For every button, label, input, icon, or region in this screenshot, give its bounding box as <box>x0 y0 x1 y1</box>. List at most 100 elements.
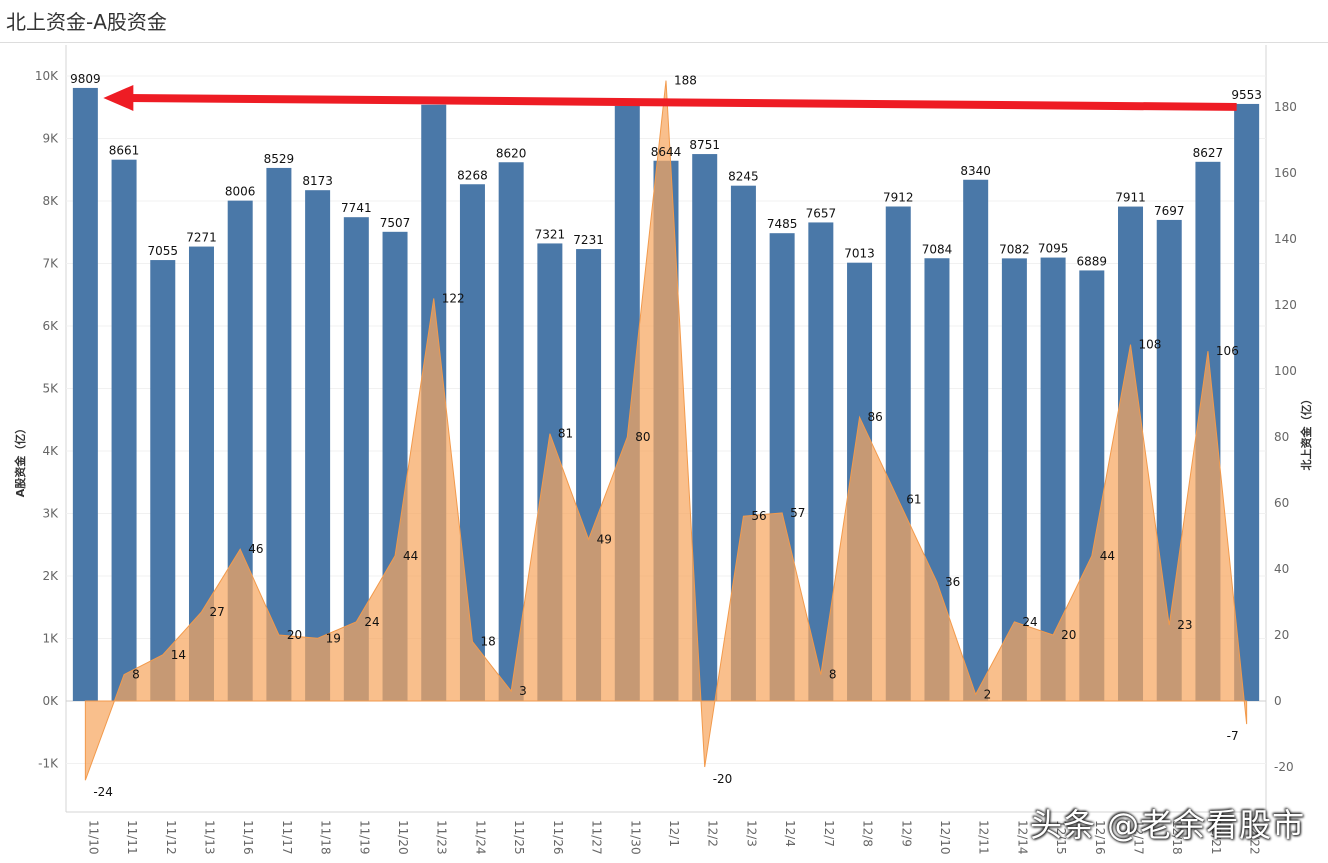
area-value-label: -24 <box>93 785 113 799</box>
bar <box>498 162 524 701</box>
bar-value-label: 7095 <box>1038 242 1069 256</box>
area-value-label: 57 <box>790 506 805 520</box>
y-left-tick-label: 1K <box>42 632 59 646</box>
area-value-label: 122 <box>442 291 465 305</box>
bar-value-label: 8006 <box>225 185 256 199</box>
x-tick-label: 11/30 <box>628 820 642 855</box>
area-value-label: 8 <box>132 668 140 682</box>
bar-value-label: 9809 <box>70 72 101 86</box>
x-tick-label: 11/24 <box>473 820 487 855</box>
bar-value-label: 8627 <box>1193 146 1224 160</box>
bar <box>266 167 292 701</box>
x-tick-label: 12/11 <box>977 820 991 855</box>
area-value-label: 27 <box>209 605 224 619</box>
x-tick-label: 11/16 <box>241 820 255 855</box>
y-left-tick-label: 5K <box>42 382 59 396</box>
x-tick-label: 11/27 <box>590 820 604 855</box>
area-value-label: 188 <box>674 74 697 88</box>
bar-value-label: 7321 <box>535 227 566 241</box>
area-value-label: 56 <box>751 509 766 523</box>
area-value-label: 106 <box>1216 344 1239 358</box>
y-right-tick-label: 100 <box>1274 364 1297 378</box>
x-tick-label: 11/20 <box>396 820 410 855</box>
x-tick-label: 11/17 <box>280 820 294 855</box>
y-right-tick-label: 80 <box>1274 430 1289 444</box>
x-tick-label: 11/13 <box>202 820 216 855</box>
bar-value-label: 8661 <box>109 144 140 158</box>
x-tick-label: 12/1 <box>667 820 681 847</box>
bar-value-label: 7657 <box>806 206 837 220</box>
watermark-text: 头条 @老余看股市 <box>1030 806 1306 844</box>
bar-value-label: 8620 <box>496 146 527 160</box>
x-tick-label: 12/7 <box>822 820 836 847</box>
y-left-tick-label: 7K <box>42 257 59 271</box>
x-tick-label: 12/2 <box>706 820 720 847</box>
bar-value-label: 7055 <box>148 244 179 258</box>
x-tick-label: 11/19 <box>357 820 371 855</box>
bar-value-label: 7912 <box>883 191 914 205</box>
y-left-tick-label: -1K <box>38 757 59 771</box>
area-value-label: 44 <box>403 549 418 563</box>
y-left-tick-label: 9K <box>42 132 59 146</box>
bar-value-label: 7911 <box>1115 191 1146 205</box>
bar <box>111 159 137 701</box>
area-value-label: 2 <box>984 687 992 701</box>
y-right-tick-label: 20 <box>1274 628 1289 642</box>
y-right-tick-label: 60 <box>1274 496 1289 510</box>
bar <box>72 87 98 701</box>
y-right-tick-label: 120 <box>1274 298 1297 312</box>
area-value-label: 24 <box>1022 615 1037 629</box>
x-tick-label: 12/4 <box>783 820 797 847</box>
y-left-tick-label: 6K <box>42 319 59 333</box>
bar <box>305 190 331 701</box>
x-tick-label: 12/8 <box>861 820 875 847</box>
bar-value-label: 7084 <box>922 242 953 256</box>
area-value-label: 20 <box>1061 628 1076 642</box>
area-value-label: 8 <box>829 668 837 682</box>
y-right-tick-label: 160 <box>1274 166 1297 180</box>
area-value-label: 46 <box>248 542 263 556</box>
area-value-label: 20 <box>287 628 302 642</box>
bar-value-label: 8529 <box>264 152 295 166</box>
bar-value-label: 8340 <box>960 164 991 178</box>
y-left-tick-label: 0K <box>42 694 59 708</box>
x-tick-label: 12/3 <box>744 820 758 847</box>
y-left-tick-label: 2K <box>42 569 59 583</box>
bar-value-label: 8644 <box>651 145 682 159</box>
area-value-label: -20 <box>713 772 733 786</box>
x-tick-label: 11/11 <box>125 820 139 855</box>
x-tick-label: 11/10 <box>86 820 100 855</box>
bar-value-label: 7231 <box>573 233 604 247</box>
area-value-label: 23 <box>1177 618 1192 632</box>
area-value-label: 61 <box>906 493 921 507</box>
x-tick-label: 12/16 <box>1093 820 1107 855</box>
y-left-tick-label: 8K <box>42 194 59 208</box>
y-left-tick-label: 4K <box>42 444 59 458</box>
y-right-axis-title: 北上资金（亿） <box>1299 394 1313 471</box>
area-value-label: 3 <box>519 684 527 698</box>
area-value-label: 36 <box>945 575 960 589</box>
bar <box>963 179 989 701</box>
x-tick-label: 12/14 <box>1015 820 1029 855</box>
bar-value-label: 8268 <box>457 168 488 182</box>
x-tick-label: 12/22 <box>1248 820 1262 855</box>
bar-value-label: 7507 <box>380 216 411 230</box>
x-tick-label: 11/25 <box>512 820 526 855</box>
bar-value-label: 7271 <box>186 231 217 245</box>
bar <box>1234 103 1260 701</box>
x-tick-label: 11/26 <box>551 820 565 855</box>
bar-value-label: 8245 <box>728 170 759 184</box>
area-value-label: 86 <box>868 410 883 424</box>
area-value-label: 108 <box>1139 338 1162 352</box>
bar <box>150 260 176 701</box>
area-value-label: 44 <box>1100 549 1115 563</box>
x-tick-label: 12/10 <box>938 820 952 855</box>
area-value-label: 49 <box>597 532 612 546</box>
bar <box>692 154 718 701</box>
x-tick-label: 11/23 <box>435 820 449 855</box>
bar-value-label: 7485 <box>767 217 798 231</box>
x-tick-label: 11/18 <box>319 820 333 855</box>
area-value-label: 24 <box>364 615 379 629</box>
area-value-label: 80 <box>635 430 650 444</box>
title-divider <box>0 42 1328 43</box>
